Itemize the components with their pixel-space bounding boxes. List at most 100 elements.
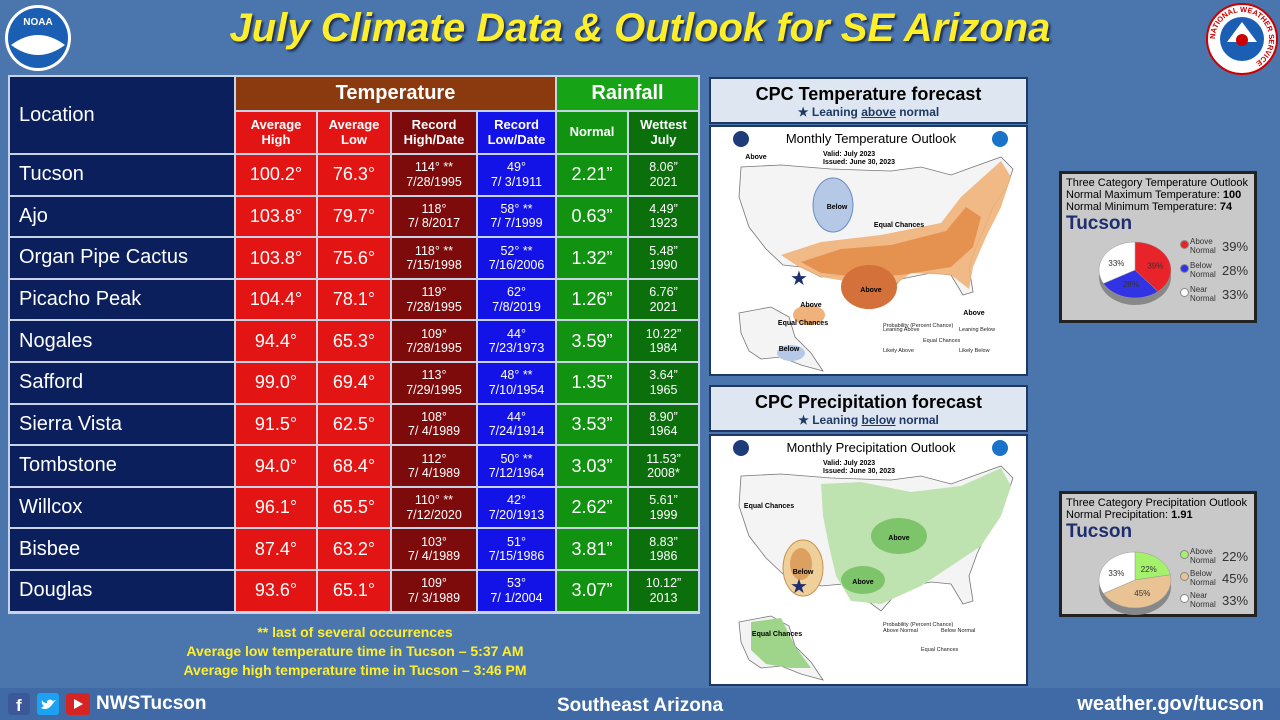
map-issued: Issued: June 30, 2023 (823, 468, 895, 475)
data-cell: 91.5° (236, 404, 316, 445)
cell-text: 7/ 4/1989 (407, 424, 461, 439)
cell-text: 94.0° (254, 455, 298, 476)
pie-slice (1098, 551, 1136, 594)
cell-text: 7/28/1995 (406, 299, 462, 314)
cell-text: 7/ 3/1911 (490, 174, 543, 189)
group-header-cell: Temperature (236, 77, 555, 110)
cell-text: 103° (421, 534, 447, 549)
data-cell: 50° ** 7/12/1964 (478, 446, 555, 486)
cell-text: 76.3° (332, 164, 376, 185)
cell-text: 3.59” (571, 330, 613, 351)
nws-logo: NATIONAL WEATHER SERVICE (1206, 3, 1278, 75)
location: Safford (19, 371, 84, 394)
cell-text: 69.4° (332, 372, 376, 393)
note: ** last of several occurrences (257, 624, 453, 640)
cell-text: 7/ 1/2004 (490, 590, 543, 605)
cell-text: 100.2° (249, 164, 303, 185)
data-cell: 103° 7/ 4/1989 (392, 529, 476, 569)
map-label: Equal Chances (752, 631, 802, 638)
data-cell: 48° ** 7/10/1954 (478, 363, 555, 403)
legend-dot (1180, 594, 1189, 603)
data-cell: 5.61” 1999 (629, 487, 698, 528)
cell-text: 1999 (649, 507, 678, 522)
cell-text: 52° ** (500, 243, 533, 258)
data-cell: 109° 7/ 3/1989 (392, 571, 476, 611)
cell-text: 7/15/1986 (488, 549, 545, 564)
cell-text: 3.81” (571, 538, 613, 559)
location: Nogales (19, 329, 93, 352)
slice-label: 33% (1108, 259, 1124, 268)
data-cell: 108° 7/ 4/1989 (392, 404, 476, 445)
data-cell: 44° 7/24/1914 (478, 404, 555, 445)
data-cell: 94.0° (236, 446, 316, 486)
cell-text: 3.64” (649, 368, 678, 383)
precip-map: Monthly Precipitation Outlook Valid: July… (709, 434, 1028, 686)
data-cell: 68.4° (318, 446, 390, 486)
column-header: Wettest July (640, 116, 687, 147)
data-cell: 8.90” 1964 (629, 404, 698, 445)
location-header: Location (19, 103, 95, 126)
cell-text: 7/ 3/1989 (407, 590, 461, 605)
legend-value: 28% (1222, 263, 1249, 278)
map-title: Monthly Precipitation Outlook (786, 440, 956, 455)
data-cell: 119° 7/28/1995 (392, 279, 476, 320)
cell-text: 62.5° (332, 414, 376, 435)
cell-text: 3.07” (571, 580, 613, 601)
cell-text: 65.5° (332, 497, 376, 518)
temp-forecast-sub: ★ Leaning above normal (797, 105, 940, 119)
map-legend: Leaning Above (883, 327, 919, 333)
data-cell: 76.3° (318, 155, 390, 195)
data-cell: 3.59” (557, 321, 627, 361)
legend-value: 33% (1222, 287, 1249, 302)
cell-text: 5.61” (649, 493, 678, 508)
sub-text: normal (895, 105, 940, 119)
map-legend: Above Normal (883, 628, 918, 634)
map-legend: Below Normal (941, 628, 975, 634)
map-label: Equal Chances (874, 222, 924, 229)
sub-word: above (861, 105, 896, 119)
data-cell: 110° ** 7/12/2020 (392, 487, 476, 528)
group-header: Temperature (335, 82, 456, 104)
cell-text: 104.4° (249, 289, 303, 310)
cell-text: 10.22” (645, 326, 682, 341)
cell-text: 51° (507, 534, 526, 549)
location-cell: Willcox (10, 487, 234, 528)
cell-text: 1990 (649, 257, 678, 272)
location-cell: Safford (10, 363, 234, 403)
map-legend: Likely Below (959, 348, 990, 354)
pie-chart: 22% 45% 33% (1098, 551, 1172, 615)
cell-text: 65.3° (332, 330, 376, 351)
cell-text: 119° (421, 285, 447, 300)
location: Picacho Peak (19, 288, 142, 311)
data-cell: 8.83” 1986 (629, 529, 698, 569)
probability-area (777, 345, 805, 361)
cell-text: 7/28/1995 (406, 341, 462, 356)
cell-text: 7/12/2020 (406, 507, 462, 522)
cell-text: 2021 (649, 299, 678, 314)
sub-text: normal (895, 413, 939, 427)
legend-label: Below Normal (1190, 569, 1216, 587)
cell-text: 79.7° (332, 206, 376, 227)
data-cell: 3.64” 1965 (629, 363, 698, 403)
normal-value: 1.91 (1171, 509, 1193, 521)
location-header-cell: Location (10, 77, 234, 153)
map-label: Above (745, 154, 767, 161)
normal-value: 100 (1222, 189, 1242, 201)
data-cell: 109° 7/28/1995 (392, 321, 476, 361)
cell-text: 114° ** (414, 160, 454, 175)
climate-table: Location Temperature Rainfall Average High A… (8, 75, 700, 614)
legend-dot (1180, 572, 1189, 581)
cell-text: 7/ 8/2017 (407, 216, 461, 231)
data-cell: 4.49” 1923 (629, 196, 698, 237)
social-icons: f (8, 693, 90, 715)
cell-text: 109° (421, 326, 447, 341)
data-cell: 10.12” 2013 (629, 571, 698, 611)
group-header: Rainfall (591, 82, 664, 104)
precip-forecast-sub: ★ Leaning below normal (798, 413, 939, 427)
map-valid: Valid: July 2023 (823, 460, 875, 467)
cell-text: 44° (507, 326, 526, 341)
data-cell: 44° 7/23/1973 (478, 321, 555, 361)
probability-area (871, 518, 927, 554)
cell-text: 1984 (649, 341, 678, 356)
cell-text: 3.03” (571, 455, 613, 476)
